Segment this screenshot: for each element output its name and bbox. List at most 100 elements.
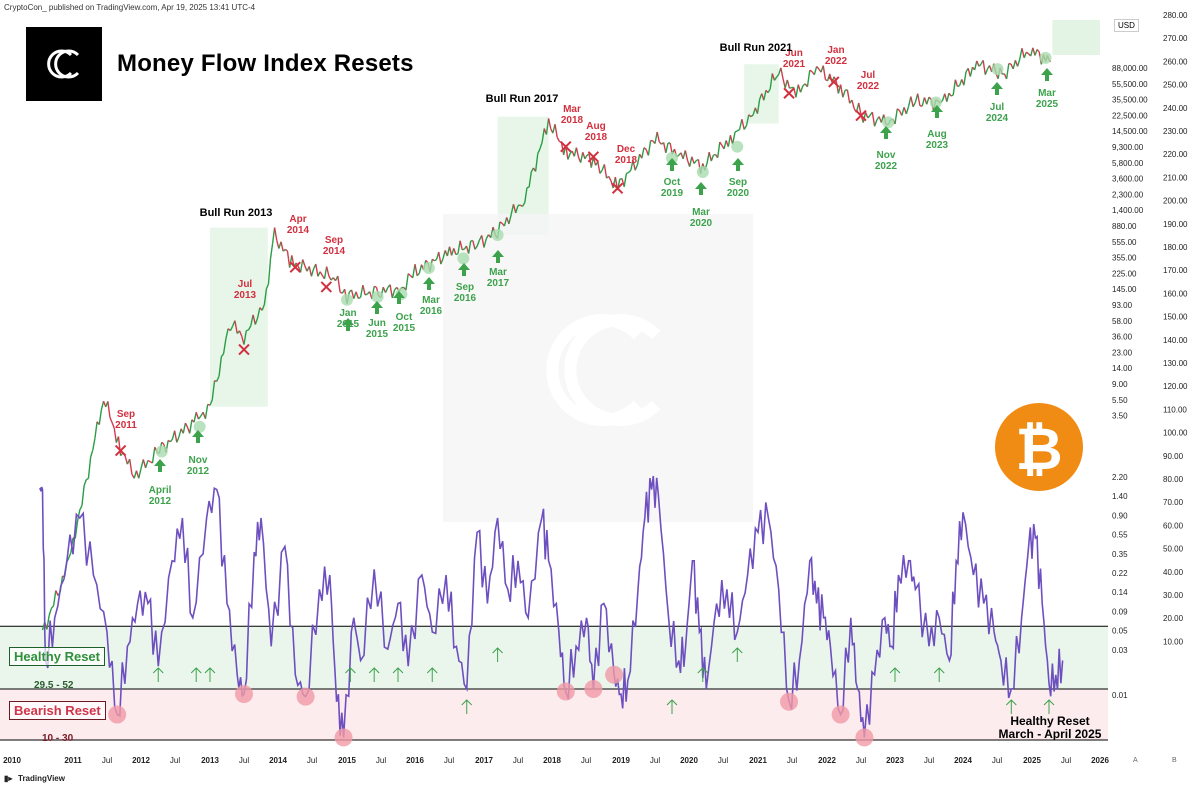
x-axis-tick: 2019 <box>612 756 630 765</box>
price-candle <box>364 293 368 296</box>
healthy-arrow-icon <box>1005 699 1017 714</box>
price-candle <box>273 227 278 241</box>
x-axis-tick: 2018 <box>543 756 561 765</box>
price-candle <box>873 119 878 127</box>
price-candle <box>209 399 213 406</box>
healthy-arrow-icon <box>423 277 435 290</box>
bitcoin-symbol-icon: ₿ <box>1015 417 1062 482</box>
price-candle <box>218 356 223 377</box>
x-axis-tick: Jul <box>856 756 866 765</box>
healthy-reset-label: Aug <box>927 129 946 140</box>
bearish-reset-label: Bearish Reset <box>9 701 106 720</box>
bearish-reset-label: 2018 <box>561 115 584 126</box>
price-candle <box>926 96 930 105</box>
price-candle <box>193 412 197 423</box>
healthy-reset-label: Jun <box>368 318 386 329</box>
left-axis-tick: 5.50 <box>1112 396 1128 405</box>
healthy-reset-label: Mar <box>1038 88 1056 99</box>
healthy-reset-note: Healthy Reset March - April 2025 <box>975 715 1125 741</box>
right-axis-tick: 60.00 <box>1163 521 1184 530</box>
left-axis-tick: 0.14 <box>1112 588 1128 597</box>
future-zone <box>1052 20 1100 55</box>
price-candle <box>590 156 595 168</box>
price-candle <box>806 70 811 87</box>
watermark-panel <box>443 214 753 522</box>
price-candle <box>741 119 745 130</box>
bearish-reset-label: 2013 <box>234 290 257 301</box>
bearish-reset-marker <box>584 680 603 698</box>
bearish-reset-label: Jul <box>238 279 253 290</box>
axis-control-icon: A <box>1133 757 1138 764</box>
price-candle <box>976 60 980 67</box>
healthy-reset-label: 2020 <box>727 188 750 199</box>
price-candle <box>323 266 328 280</box>
right-axis-tick: 180.00 <box>1163 243 1188 252</box>
price-candle <box>220 353 225 358</box>
price-candle <box>963 71 967 86</box>
price-candle <box>211 380 216 400</box>
price-candle <box>247 325 252 331</box>
price-candle <box>284 248 288 252</box>
price-candle <box>357 296 361 300</box>
price-candle <box>328 275 332 281</box>
price-candle <box>750 114 754 118</box>
healthy-arrow-icon <box>393 291 405 304</box>
price-candle <box>732 131 736 145</box>
bearish-x-icon <box>828 76 840 88</box>
price-candle <box>117 436 122 456</box>
price-candle <box>256 307 261 319</box>
price-candle <box>83 479 87 486</box>
price-candle <box>337 275 341 293</box>
price-candle <box>786 79 791 89</box>
price-candle <box>748 114 752 118</box>
tradingview-brand[interactable]: ▮▸ TradingView <box>4 774 65 783</box>
price-candle <box>752 107 757 115</box>
x-axis-tick: Jul <box>513 756 523 765</box>
price-candle <box>100 401 105 410</box>
healthy-reset-dot <box>422 262 435 275</box>
healthy-reset-dot <box>929 96 942 109</box>
price-candle <box>140 459 144 469</box>
healthy-arrow-icon <box>931 105 943 118</box>
bearish-reset-label: 2014 <box>287 225 310 236</box>
bearish-reset-marker <box>855 728 874 747</box>
price-candle <box>55 590 59 596</box>
price-candle <box>567 153 571 160</box>
price-candle <box>113 427 118 443</box>
bearish-reset-label: 2022 <box>825 56 848 67</box>
x-axis-tick: Jul <box>581 756 591 765</box>
price-candle <box>846 89 851 104</box>
left-axis-tick: 355.00 <box>1112 254 1137 263</box>
x-axis-tick: Jul <box>924 756 934 765</box>
right-axis-tick: 280.00 <box>1163 11 1188 20</box>
price-candle <box>894 108 898 125</box>
healthy-reset-dot <box>991 63 1004 76</box>
price-candle <box>350 289 355 299</box>
price-candle <box>373 285 377 288</box>
price-candle <box>534 153 539 172</box>
price-candle <box>355 291 359 299</box>
healthy-arrow-icon <box>458 263 470 276</box>
price-candle <box>901 107 905 116</box>
price-candle <box>799 85 804 93</box>
x-axis-tick: 2016 <box>406 756 424 765</box>
x-axis-tick: 2025 <box>1023 756 1041 765</box>
price-candle <box>128 459 133 475</box>
price-candle <box>769 73 774 90</box>
price-candle <box>499 221 503 224</box>
right-axis-tick: 110.00 <box>1163 405 1187 414</box>
price-candle <box>276 240 280 249</box>
left-axis-tick: 0.22 <box>1112 569 1128 578</box>
price-candle <box>315 263 319 277</box>
price-candle <box>948 92 952 97</box>
price-candle <box>710 154 715 162</box>
price-candle <box>339 291 343 294</box>
healthy-arrow-icon <box>461 699 473 714</box>
bull-run-label: Bull Run 2013 <box>200 207 273 219</box>
price-candle <box>508 214 512 225</box>
left-axis-tick: 1,400.00 <box>1112 206 1144 215</box>
price-candle <box>438 251 442 265</box>
x-axis-tick: Jul <box>992 756 1002 765</box>
currency-label[interactable]: USD <box>1114 19 1139 32</box>
price-candle <box>299 259 304 273</box>
